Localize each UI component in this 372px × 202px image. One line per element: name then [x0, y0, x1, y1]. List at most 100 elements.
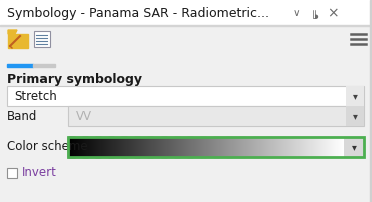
Bar	[332, 137, 334, 157]
Text: Invert: Invert	[22, 166, 57, 180]
Bar	[323, 137, 325, 157]
Bar	[170, 137, 171, 157]
Bar	[138, 137, 140, 157]
Bar	[190, 137, 192, 157]
Bar	[96, 137, 98, 157]
Bar	[118, 137, 119, 157]
Bar	[90, 137, 91, 157]
Bar	[72, 137, 74, 157]
Bar	[193, 137, 195, 157]
Bar	[217, 137, 219, 157]
Bar	[186, 137, 187, 157]
Bar	[68, 137, 70, 157]
Bar	[263, 137, 264, 157]
Bar	[143, 137, 144, 157]
Bar	[291, 137, 292, 157]
Bar	[97, 137, 99, 157]
Bar	[106, 137, 108, 157]
Bar	[34, 31, 50, 47]
Bar	[109, 137, 111, 157]
Polygon shape	[8, 34, 28, 48]
Bar	[137, 137, 139, 157]
Bar	[163, 137, 165, 157]
Bar	[230, 137, 232, 157]
Bar	[333, 137, 335, 157]
Bar	[255, 137, 257, 157]
Bar	[305, 137, 307, 157]
Bar	[115, 137, 116, 157]
Bar	[120, 137, 122, 157]
Bar	[179, 137, 180, 157]
Bar	[205, 137, 207, 157]
Bar	[172, 137, 173, 157]
Bar	[159, 137, 160, 157]
Bar	[273, 137, 274, 157]
Bar	[147, 137, 148, 157]
Bar	[277, 137, 279, 157]
Bar	[324, 137, 326, 157]
Bar	[304, 137, 305, 157]
Bar	[216, 137, 218, 157]
Bar	[336, 137, 338, 157]
Bar	[187, 137, 189, 157]
Bar	[318, 137, 320, 157]
Bar	[0, 26, 372, 68]
Bar	[218, 137, 220, 157]
Bar	[78, 137, 79, 157]
Bar	[202, 137, 204, 157]
Bar	[275, 137, 276, 157]
Bar	[306, 137, 308, 157]
Bar	[158, 137, 160, 157]
Bar	[87, 137, 89, 157]
Bar	[197, 137, 198, 157]
Bar	[221, 137, 222, 157]
Bar	[337, 137, 339, 157]
Bar	[295, 137, 297, 157]
Bar	[317, 137, 318, 157]
Bar	[146, 137, 148, 157]
Bar	[136, 137, 138, 157]
Bar	[342, 137, 343, 157]
Bar	[107, 137, 109, 157]
Bar	[240, 137, 242, 157]
Bar	[80, 137, 81, 157]
Bar	[151, 137, 153, 157]
Polygon shape	[8, 30, 17, 34]
Bar	[298, 137, 299, 157]
Text: Symbology - Panama SAR - Radiometric...: Symbology - Panama SAR - Radiometric...	[7, 6, 269, 20]
Bar	[288, 137, 289, 157]
Bar	[341, 137, 342, 157]
Bar	[121, 137, 123, 157]
Bar	[326, 137, 327, 157]
Bar	[327, 137, 328, 157]
Bar	[155, 137, 156, 157]
Bar	[370, 0, 372, 202]
Bar	[68, 137, 364, 157]
Bar	[0, 0, 372, 26]
Bar	[171, 137, 172, 157]
Bar	[175, 137, 177, 157]
Bar	[246, 137, 247, 157]
Bar	[7, 168, 17, 178]
Bar	[283, 137, 285, 157]
Bar	[0, 68, 372, 202]
Bar	[98, 137, 100, 157]
Bar	[71, 137, 73, 157]
Bar	[215, 137, 217, 157]
Bar	[131, 137, 132, 157]
Bar	[219, 137, 221, 157]
Bar	[312, 137, 314, 157]
Bar	[247, 137, 248, 157]
Bar	[296, 137, 298, 157]
Bar	[286, 137, 287, 157]
Bar	[116, 137, 117, 157]
Bar	[68, 106, 364, 126]
Bar	[89, 137, 90, 157]
Bar	[232, 137, 234, 157]
Bar	[33, 64, 55, 66]
Bar	[236, 137, 237, 157]
Bar	[339, 137, 340, 157]
Bar	[81, 137, 83, 157]
Bar	[154, 137, 155, 157]
Bar	[103, 137, 104, 157]
